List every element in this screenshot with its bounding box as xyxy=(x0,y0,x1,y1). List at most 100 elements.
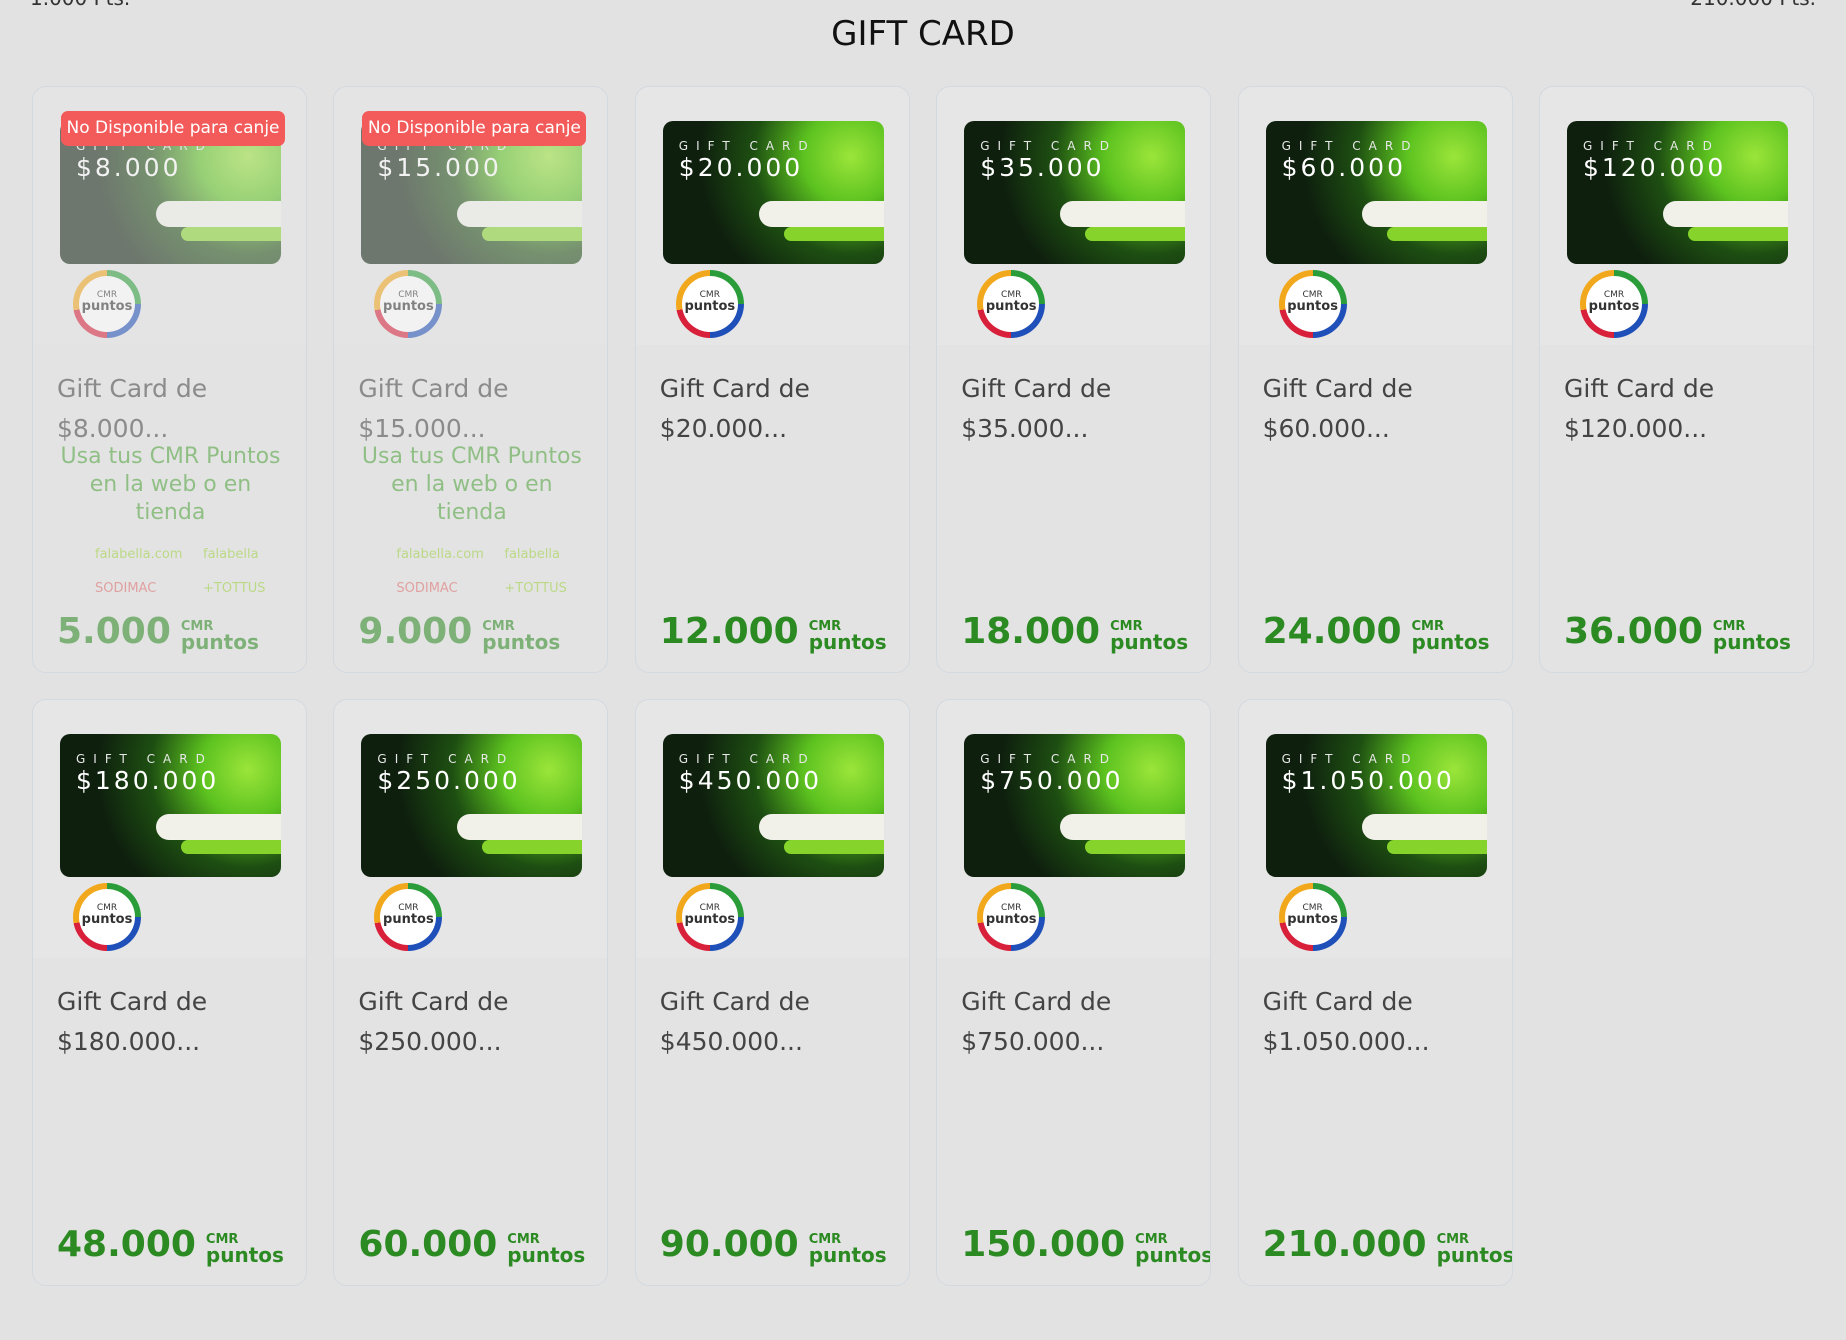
cmr-logo: CMR puntos xyxy=(977,883,1046,951)
logo-top: CMR xyxy=(398,290,419,300)
card-description: Usa tus CMR Puntos en la web o en tienda xyxy=(60,444,281,525)
card-label: GIFT CARD xyxy=(377,752,515,766)
gift-card[interactable]: GIFT CARD $60.000 CMR puntos Gift Card de $6… xyxy=(1237,86,1513,673)
logo-inner: CMR puntos xyxy=(1284,276,1341,332)
card-name: Gift Card de $250.000... xyxy=(358,987,509,1056)
logo-top: CMR xyxy=(1302,903,1323,913)
card-label: GIFT CARD xyxy=(980,752,1118,766)
logo-top: CMR xyxy=(96,290,118,300)
card-amount: $15.000 xyxy=(377,153,502,182)
cmr-logo: CMR puntos xyxy=(73,270,141,338)
unit-bottom: puntos xyxy=(1436,1243,1513,1267)
unit-top: CMR xyxy=(1110,619,1143,634)
card-image: GIFT CARD $750.000 xyxy=(964,734,1186,877)
card-image: GIFT CARD $1.050.000 xyxy=(1265,734,1487,877)
range-max: 210.000 Pts. xyxy=(1690,0,1816,10)
gift-card[interactable]: GIFT CARD $20.000 CMR puntos Gift Card de $2… xyxy=(634,86,910,673)
logo-inner: CMR puntos xyxy=(983,889,1040,945)
card-label: GIFT CARD xyxy=(678,752,816,766)
image-strip xyxy=(181,227,281,241)
points-price: 9.000 xyxy=(358,611,473,652)
points-unit: CMR puntos xyxy=(1110,619,1189,654)
image-strip xyxy=(1361,201,1487,227)
cmr-logo: CMR puntos xyxy=(374,883,443,951)
cmr-logo: CMR puntos xyxy=(374,270,443,338)
card-name: Gift Card de $35.000... xyxy=(961,374,1112,443)
gift-card[interactable]: GIFT CARD $35.000 CMR puntos Gift Card de $3… xyxy=(936,86,1212,673)
logo-bottom: puntos xyxy=(81,912,133,927)
cmr-logo: CMR puntos xyxy=(1580,270,1648,338)
logo-bottom: puntos xyxy=(684,912,736,927)
unit-top: CMR xyxy=(507,1232,540,1247)
logo-inner: CMR puntos xyxy=(79,889,135,945)
store-logo: +TOTTUS xyxy=(203,581,266,596)
points-price: 5.000 xyxy=(57,611,171,652)
logo-top: CMR xyxy=(1001,903,1022,913)
unit-top: CMR xyxy=(808,619,842,634)
points-price: 48.000 xyxy=(57,1224,196,1265)
points-price: 150.000 xyxy=(961,1224,1126,1265)
image-strip xyxy=(181,840,281,854)
points-unit: CMR puntos xyxy=(507,1232,585,1265)
logo-top: CMR xyxy=(699,903,720,913)
logo-bottom: puntos xyxy=(1287,912,1338,927)
logo-bottom: puntos xyxy=(383,912,434,927)
unit-bottom: puntos xyxy=(1110,630,1189,654)
gift-card[interactable]: GIFT CARD $250.000 CMR puntos Gift Card de $… xyxy=(333,699,609,1286)
card-label: GIFT CARD xyxy=(678,139,816,153)
gift-card[interactable]: GIFT CARD $1.050.000 CMR puntos Gift Card de… xyxy=(1237,699,1513,1286)
unit-top: CMR xyxy=(180,619,214,634)
points-unit: CMR puntos xyxy=(180,619,259,654)
card-name: Gift Card de $60.000... xyxy=(1262,374,1413,443)
gift-card[interactable]: GIFT CARD $180.000 CMR puntos Gift Card de $… xyxy=(32,699,307,1286)
unit-top: CMR xyxy=(205,1232,239,1247)
unit-top: CMR xyxy=(1135,1232,1168,1247)
unavailable-badge: No Disponible para canje xyxy=(362,111,587,146)
card-label: GIFT CARD xyxy=(1583,139,1720,153)
image-strip xyxy=(156,201,281,227)
logo-top: CMR xyxy=(1302,290,1323,300)
unavailable-badge: No Disponible para canje xyxy=(61,111,285,146)
logo-bottom: puntos xyxy=(1588,299,1640,314)
store-logo: falabella.com xyxy=(396,547,484,562)
logo-bottom: puntos xyxy=(1287,299,1338,314)
card-image: GIFT CARD $180.000 xyxy=(60,734,281,877)
image-strip xyxy=(156,814,281,840)
card-name: Gift Card de $15.000... xyxy=(358,374,509,443)
logo-bottom: puntos xyxy=(383,299,434,314)
points-price: 12.000 xyxy=(659,611,799,652)
unit-bottom: puntos xyxy=(205,1243,284,1267)
card-description: Usa tus CMR Puntos en la web o en tienda xyxy=(361,444,582,525)
card-amount: $35.000 xyxy=(980,153,1105,182)
card-amount: $750.000 xyxy=(980,766,1124,795)
card-amount: $450.000 xyxy=(678,766,823,795)
card-amount: $250.000 xyxy=(377,766,521,795)
image-strip xyxy=(1386,840,1487,854)
card-image: GIFT CARD $60.000 xyxy=(1265,121,1487,264)
unit-bottom: puntos xyxy=(482,630,561,654)
logo-top: CMR xyxy=(398,903,419,913)
gift-card[interactable]: GIFT CARD $450.000 CMR puntos Gift Card de $… xyxy=(634,699,910,1286)
gift-card[interactable]: GIFT CARD $15.000 CMR puntos Gift Card de $1… xyxy=(333,86,609,673)
unit-bottom: puntos xyxy=(180,630,259,654)
logo-inner: CMR puntos xyxy=(983,276,1040,332)
image-strip xyxy=(783,840,884,854)
unit-top: CMR xyxy=(482,619,515,634)
unit-bottom: puntos xyxy=(808,1243,887,1267)
unit-top: CMR xyxy=(1411,619,1445,634)
points-unit: CMR puntos xyxy=(1411,619,1490,652)
card-amount: $120.000 xyxy=(1583,153,1727,182)
points-unit: CMR puntos xyxy=(808,619,887,652)
gift-card[interactable]: GIFT CARD $120.000 CMR puntos Gift Card de $… xyxy=(1539,86,1814,673)
card-amount: $1.050.000 xyxy=(1281,766,1455,795)
points-unit: CMR puntos xyxy=(1713,620,1791,652)
gift-card[interactable]: GIFT CARD $8.000 CMR puntos Gift Card de $8.… xyxy=(32,86,307,673)
card-name: Gift Card de $450.000... xyxy=(659,987,810,1056)
image-strip xyxy=(758,814,884,840)
image-strip xyxy=(1060,814,1186,840)
gift-card[interactable]: GIFT CARD $750.000 CMR puntos Gift Card de $… xyxy=(936,699,1212,1286)
image-strip xyxy=(457,201,583,227)
points-price: 60.000 xyxy=(358,1224,498,1265)
card-amount: $60.000 xyxy=(1281,153,1406,182)
